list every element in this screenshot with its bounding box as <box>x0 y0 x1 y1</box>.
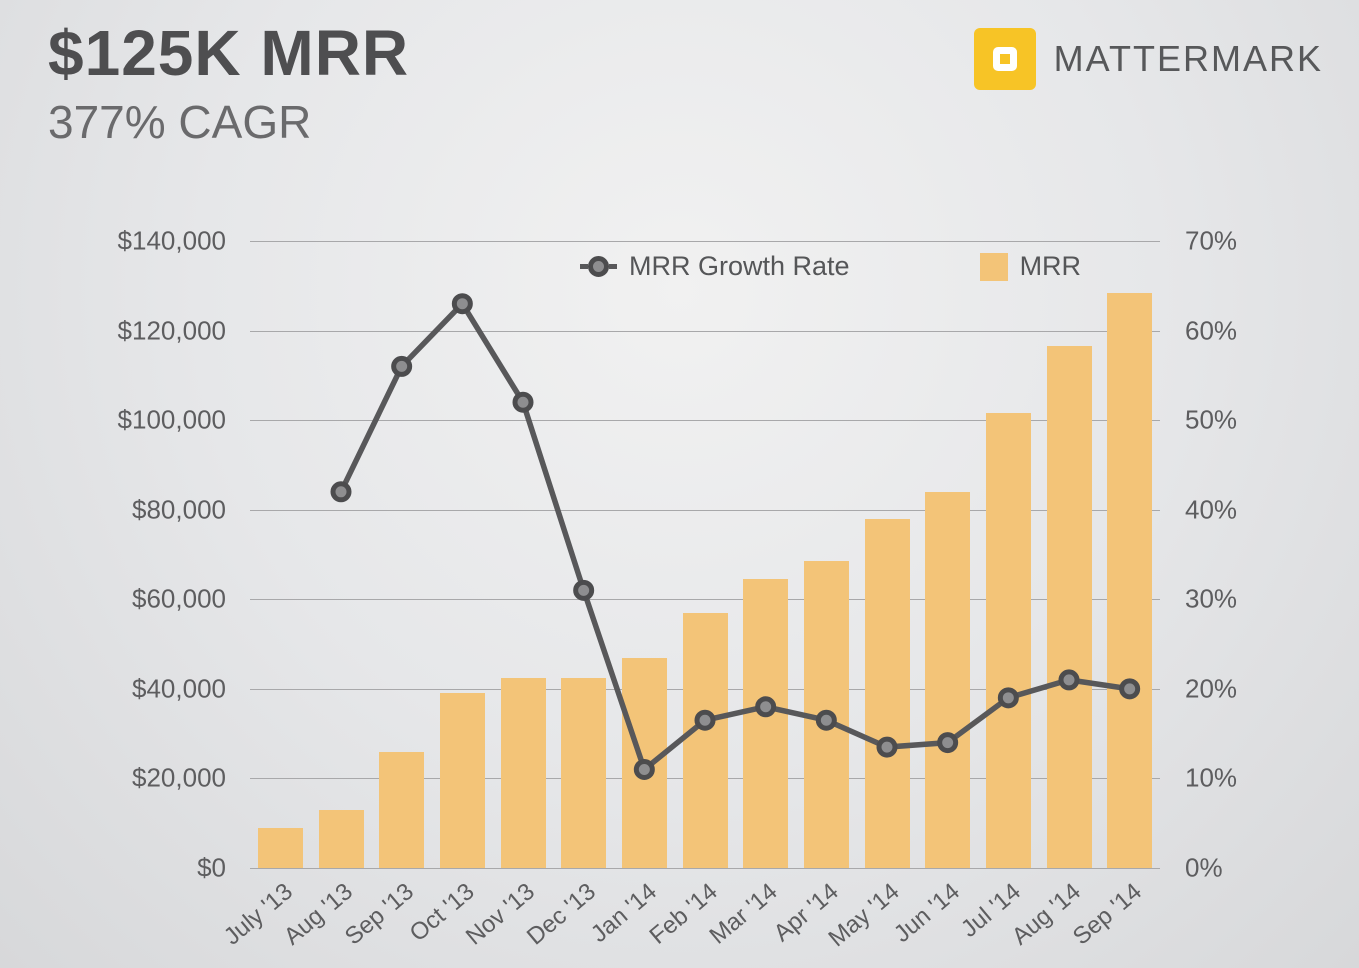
mrr-bar <box>561 677 607 868</box>
legend-item-growth-rate: MRR Growth Rate <box>580 251 850 282</box>
mrr-bar <box>985 413 1031 868</box>
y-tick-left: $80,000 <box>132 494 226 525</box>
growth-rate-line-layer <box>330 293 1141 780</box>
y-axis-left: $140,000 $120,000 $100,000 $80,000 $60,000 $4… <box>0 226 238 883</box>
gridline <box>250 509 1160 511</box>
growth-rate-point <box>1058 669 1080 691</box>
mrr-bar <box>379 751 425 868</box>
growth-rate-point <box>512 391 534 413</box>
y-tick-left: $120,000 <box>117 315 226 346</box>
mrr-bar <box>682 612 728 868</box>
y-tick-right: 0% <box>1185 852 1223 883</box>
gridline <box>250 868 1160 869</box>
growth-rate-point <box>937 732 959 754</box>
mrr-bar <box>257 827 303 868</box>
y-tick-left: $0 <box>197 852 226 883</box>
growth-rate-point <box>573 579 595 601</box>
growth-rate-point <box>815 709 837 731</box>
y-tick-right: 40% <box>1185 494 1238 525</box>
y-tick-right: 30% <box>1185 583 1238 614</box>
page-subtitle: 377% CAGR <box>48 96 312 149</box>
mrr-bar <box>925 491 971 868</box>
brand-name: MATTERMARK <box>1053 38 1323 79</box>
title-block: $125K MRR 377% CAGR <box>48 18 409 149</box>
legend-item-mrr: MRR <box>979 251 1082 282</box>
mattermark-logo-icon <box>973 28 1036 90</box>
y-tick-left: $20,000 <box>132 762 226 793</box>
mrr-bar <box>439 693 485 868</box>
gridline <box>250 420 1160 422</box>
growth-rate-point <box>876 736 898 758</box>
growth-rate-point <box>451 293 473 315</box>
bar-swatch-icon <box>979 252 1008 281</box>
y-axis-right: 70% 60% 50% 40% 30% 20% 10% 0% <box>1185 226 1305 883</box>
gridline <box>250 599 1160 601</box>
gridline <box>250 241 1160 242</box>
mrr-bar <box>318 809 364 868</box>
line-marker-icon <box>580 256 617 277</box>
brand: MATTERMARK <box>973 28 1323 90</box>
growth-rate-line <box>338 300 1133 773</box>
mrr-bar <box>864 518 910 868</box>
mrr-bar <box>743 579 789 868</box>
growth-rate-point <box>633 758 655 780</box>
mrr-bar <box>1046 346 1092 868</box>
growth-rate-point <box>755 696 777 718</box>
gridline <box>250 330 1160 332</box>
page-title: $125K MRR <box>48 17 410 89</box>
growth-rate-point <box>694 709 716 731</box>
y-tick-right: 60% <box>1185 315 1238 346</box>
mrr-bar <box>1107 292 1153 868</box>
y-tick-left: $60,000 <box>132 583 226 614</box>
legend-label-mrr: MRR <box>1019 251 1082 281</box>
legend-label-growth-rate: MRR Growth Rate <box>629 251 850 281</box>
chart-legend: MRR Growth Rate MRR <box>580 251 1081 282</box>
logo-inner-square <box>992 47 1017 71</box>
growth-rate-point <box>330 481 352 503</box>
growth-rate-point <box>997 687 1019 709</box>
y-tick-right: 70% <box>1185 225 1238 256</box>
y-tick-right: 20% <box>1185 673 1238 704</box>
y-tick-right: 50% <box>1185 404 1238 435</box>
plot-area: MRR Growth Rate MRR <box>250 241 1160 869</box>
y-tick-left: $100,000 <box>117 404 226 435</box>
y-tick-right: 10% <box>1185 762 1238 793</box>
mrr-bar <box>500 677 546 868</box>
y-tick-left: $40,000 <box>132 673 226 704</box>
growth-rate-point <box>391 355 413 377</box>
growth-rate-point <box>1119 678 1141 700</box>
y-tick-left: $140,000 <box>117 225 226 256</box>
x-axis: July '13 Aug '13 Sep '13 Oct '13 Nov '13 Dec … <box>218 878 1148 953</box>
